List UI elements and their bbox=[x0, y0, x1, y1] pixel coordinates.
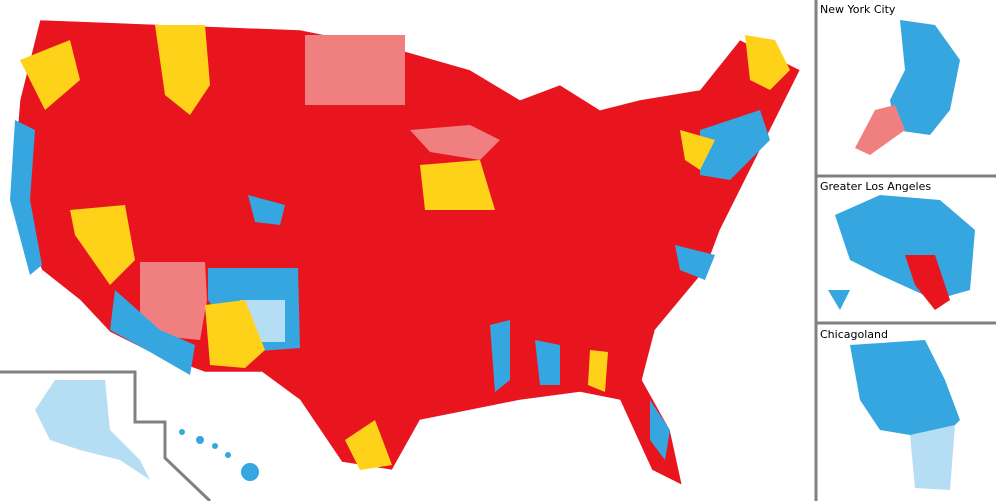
region bbox=[700, 110, 770, 180]
nyc-map bbox=[890, 20, 960, 135]
inset-label: Chicagoland bbox=[820, 328, 888, 341]
la-map bbox=[828, 290, 850, 310]
region bbox=[675, 245, 715, 280]
region bbox=[248, 195, 285, 225]
region bbox=[10, 120, 42, 275]
alaska bbox=[35, 380, 150, 480]
region bbox=[140, 262, 207, 340]
region bbox=[420, 160, 495, 210]
nyc-map bbox=[855, 105, 905, 155]
region bbox=[410, 125, 500, 160]
inset-label: Greater Los Angeles bbox=[820, 180, 931, 193]
region bbox=[305, 35, 405, 105]
region bbox=[588, 350, 608, 392]
la-map bbox=[835, 195, 975, 300]
chicago-map bbox=[850, 340, 960, 440]
region bbox=[650, 400, 670, 460]
chicago-map bbox=[910, 425, 955, 490]
hawaii bbox=[179, 429, 259, 481]
region bbox=[490, 320, 510, 392]
region bbox=[155, 25, 210, 115]
region bbox=[745, 35, 790, 90]
inset-frame bbox=[0, 370, 212, 501]
la-map bbox=[905, 255, 950, 310]
region bbox=[20, 40, 80, 110]
inset-label: New York City bbox=[820, 3, 896, 16]
region bbox=[680, 130, 715, 170]
region bbox=[70, 205, 135, 285]
region bbox=[345, 420, 392, 470]
region bbox=[205, 300, 265, 368]
region bbox=[535, 340, 560, 385]
region bbox=[110, 290, 195, 375]
